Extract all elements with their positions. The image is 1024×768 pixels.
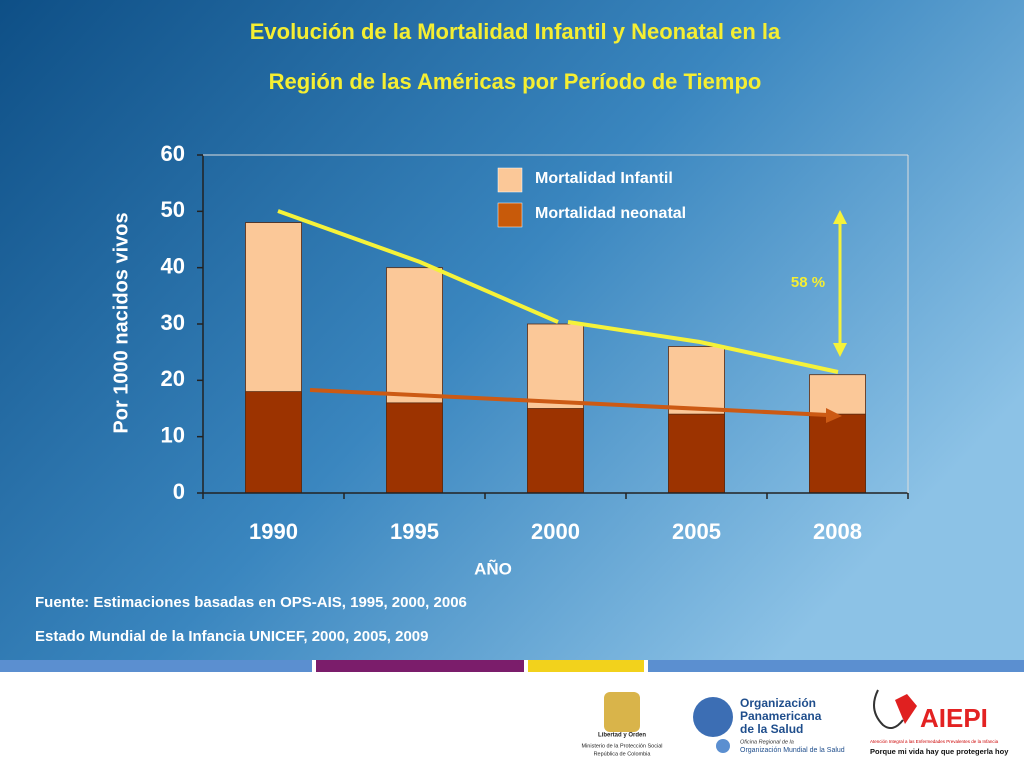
bar: [245, 391, 302, 494]
annotation: 58 %: [791, 274, 825, 291]
source: Fuente: Estimaciones basadas en OPS-AIS,…: [35, 594, 467, 611]
footer: [0, 660, 1024, 768]
logo-text: Organización: [740, 696, 816, 710]
arrow-head: [826, 408, 842, 423]
logo-aiepi: AIEPI Atención Integral a las Enfermedad…: [870, 689, 1009, 756]
x-tick-label: 2000: [531, 519, 580, 544]
stripe: [0, 660, 312, 672]
y-tick-label: 30: [161, 310, 185, 335]
logo-ops: Organización Panamericana de la Salud Of…: [693, 696, 845, 754]
logo-text: de la Salud: [740, 722, 803, 736]
stripe: [648, 660, 1024, 672]
logo-text: Panamericana: [740, 709, 822, 723]
x-axis-label: AÑO: [474, 558, 512, 578]
logo-text: AIEPI: [920, 703, 988, 733]
bar: [668, 413, 725, 494]
trend-line: [567, 320, 839, 374]
logo-text: Libertad y Orden: [598, 733, 646, 739]
background: [0, 0, 1024, 660]
stripe: [316, 660, 524, 672]
x-tick-label: 2008: [813, 519, 862, 544]
y-tick-label: 40: [161, 253, 185, 278]
x-tick-label: 2005: [672, 519, 721, 544]
trend-arrow: [309, 388, 829, 417]
y-tick-label: 20: [161, 366, 185, 391]
bar: [386, 402, 443, 494]
logo-text: Porque mi vida hay que protegerla hoy: [870, 747, 1009, 756]
bar: [527, 408, 584, 494]
y-axis-label: Por 1000 nacidos vivos: [110, 212, 132, 433]
legend-swatch: [497, 202, 523, 228]
y-tick-label: 0: [173, 479, 185, 504]
legend-label: Mortalidad Infantil: [535, 170, 673, 187]
arrow-head: [833, 210, 847, 224]
legend-label: Mortalidad neonatal: [535, 205, 686, 222]
source: Estado Mundial de la Infancia UNICEF, 20…: [35, 628, 429, 645]
logo-text: República de Colombia: [594, 751, 652, 757]
trend-line: [277, 209, 559, 324]
logo-colombia: Libertad y Orden Ministerio de la Protec…: [581, 692, 663, 757]
bar: [809, 413, 866, 494]
x-tick-label: 1990: [249, 519, 298, 544]
logo-text: Atención Integral a las Enfermedades Pre…: [870, 739, 999, 744]
y-tick-label: 50: [161, 197, 185, 222]
title: Región de las Américas por Período de Ti…: [269, 69, 762, 94]
logo-text: Oficina Regional de la: [740, 739, 794, 745]
y-tick-label: 10: [161, 422, 185, 447]
arrow-head: [833, 343, 847, 357]
logo-text: Ministerio de la Protección Social: [581, 743, 662, 749]
title: Evolución de la Mortalidad Infantil y Ne…: [250, 19, 781, 44]
legend-swatch: [497, 167, 523, 193]
y-tick-label: 60: [161, 141, 185, 166]
stripe: [528, 660, 644, 672]
x-tick-label: 1995: [390, 519, 439, 544]
logo-text: Organización Mundial de la Salud: [740, 747, 845, 754]
